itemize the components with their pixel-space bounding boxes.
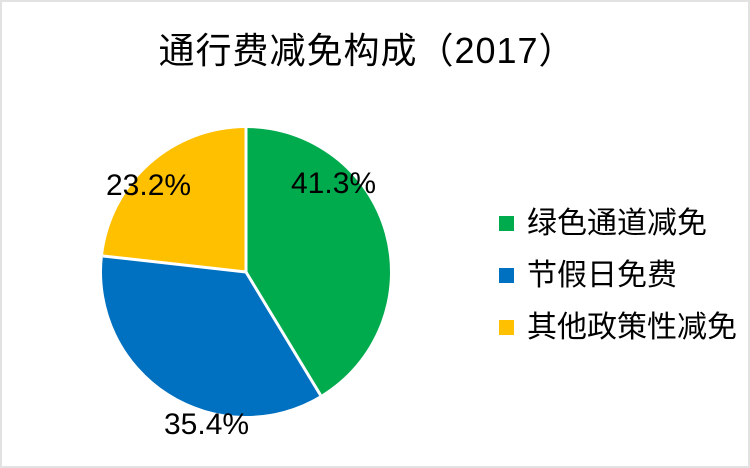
data-label-holiday-free: 35.4% bbox=[164, 408, 250, 441]
legend-swatch-blue-icon bbox=[499, 268, 514, 283]
legend-label-other-policy: 其他政策性减免 bbox=[527, 310, 737, 344]
legend-item-green-channel[interactable]: 绿色通道减免 bbox=[499, 205, 737, 242]
legend-label-holiday-free: 节假日免费 bbox=[527, 258, 677, 292]
legend: 绿色通道减免 节假日免费 其他政策性减免 bbox=[499, 205, 737, 361]
legend-item-holiday-free[interactable]: 节假日免费 bbox=[499, 257, 737, 294]
pie-slice-41.3%[interactable] bbox=[246, 128, 390, 396]
slice-separator bbox=[102, 254, 247, 274]
data-label-green-channel: 41.3% bbox=[291, 167, 377, 200]
legend-swatch-yellow-icon bbox=[499, 320, 514, 335]
legend-swatch-green-icon bbox=[499, 216, 514, 231]
legend-item-other-policy[interactable]: 其他政策性减免 bbox=[499, 309, 737, 346]
chart-title: 通行费减免构成（2017） bbox=[158, 30, 576, 71]
pie-slice-35.4%[interactable] bbox=[101, 255, 321, 416]
slice-separator bbox=[244, 271, 322, 396]
legend-label-green-channel: 绿色通道减免 bbox=[527, 206, 707, 240]
data-label-other-policy: 23.2% bbox=[106, 169, 192, 202]
pie-slice-23.2%[interactable] bbox=[102, 128, 246, 272]
